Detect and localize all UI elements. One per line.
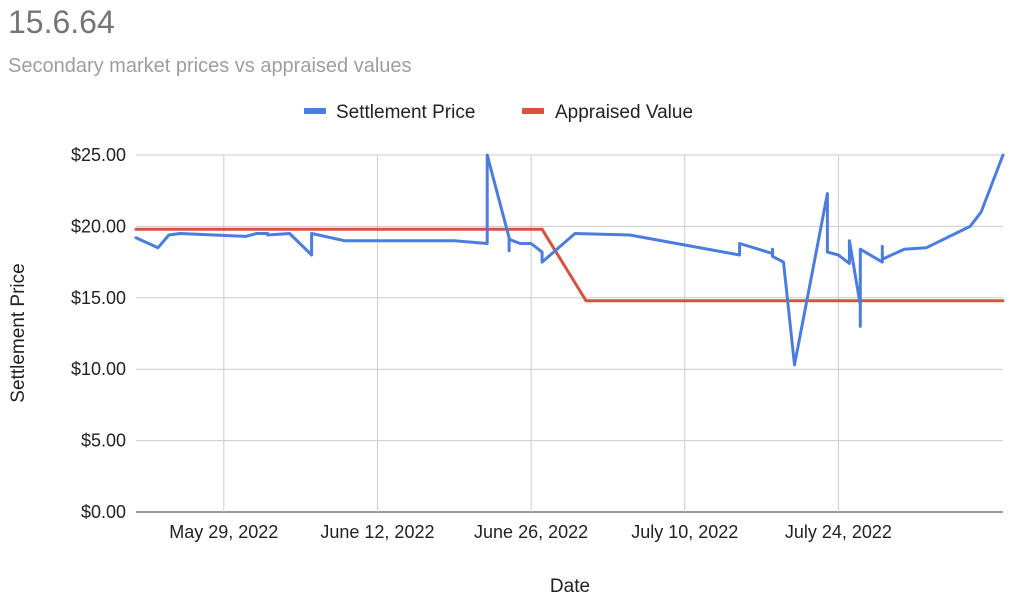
legend-swatch-appraised-value xyxy=(522,108,544,114)
legend-label-appraised-value: Appraised Value xyxy=(555,102,693,123)
x-tick-label: June 12, 2022 xyxy=(320,522,434,542)
series-line-appraised-value xyxy=(134,227,1005,303)
y-tick-label: $20.00 xyxy=(71,216,126,236)
y-tick-label: $5.00 xyxy=(81,431,126,451)
gridlines xyxy=(136,154,1003,513)
y-tick-label: $25.00 xyxy=(71,145,126,165)
y-tick-label: $15.00 xyxy=(71,288,126,308)
x-axis-title: Date xyxy=(550,576,590,597)
x-tick-label: June 26, 2022 xyxy=(474,522,588,542)
y-axis-ticks: $0.00 $5.00 $10.00 $15.00 $20.00 $25.00 xyxy=(71,145,126,522)
chart-title: 15.6.64 xyxy=(8,4,115,40)
legend: Settlement Price Appraised Value xyxy=(304,102,693,123)
x-axis-ticks: May 29, 2022 June 12, 2022 June 26, 2022 Ju… xyxy=(169,522,892,542)
y-tick-label: $0.00 xyxy=(81,502,126,522)
chart-subtitle: Secondary market prices vs appraised val… xyxy=(8,55,412,77)
y-axis-title: Settlement Price xyxy=(8,263,29,402)
y-tick-label: $10.00 xyxy=(71,359,126,379)
x-tick-label: July 24, 2022 xyxy=(785,522,892,542)
x-tick-label: May 29, 2022 xyxy=(169,522,278,542)
series-line-settlement-price xyxy=(134,153,1005,367)
x-tick-label: July 10, 2022 xyxy=(631,522,738,542)
legend-label-settlement-price: Settlement Price xyxy=(336,102,475,123)
series-lines xyxy=(134,153,1005,367)
legend-swatch-settlement-price xyxy=(304,108,326,114)
